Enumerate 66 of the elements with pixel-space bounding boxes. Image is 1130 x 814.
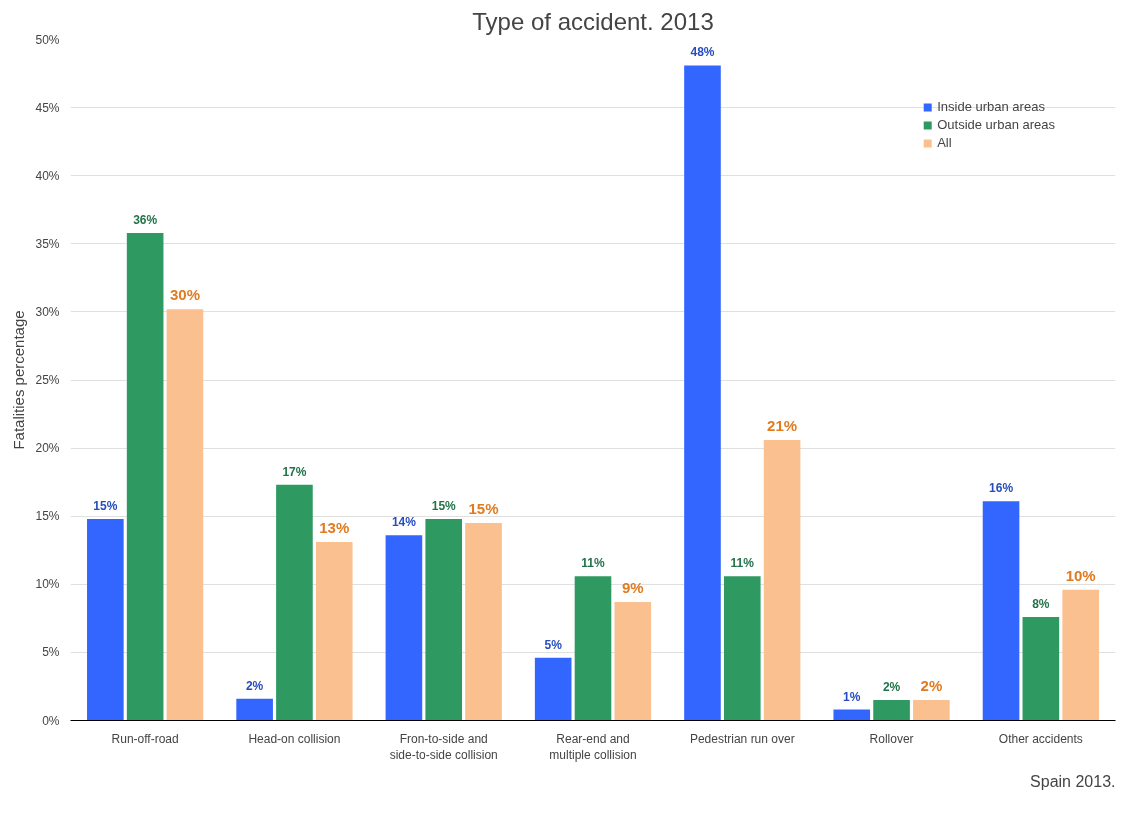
y-tick-label: 35%	[35, 236, 60, 251]
x-tick-label: Head-on collision	[248, 731, 341, 746]
data-label: 13%	[319, 519, 350, 537]
bar	[126, 232, 164, 721]
bar	[534, 657, 572, 721]
y-tick-label: 40%	[35, 168, 60, 183]
bar	[166, 309, 204, 721]
data-label: 17%	[282, 464, 307, 479]
y-axis-title: Fatalities percentage	[10, 310, 28, 450]
y-tick-label: 0%	[42, 713, 60, 728]
data-label: 15%	[93, 498, 118, 513]
y-tick-label: 20%	[35, 441, 60, 456]
data-label: 8%	[1032, 596, 1050, 611]
bar	[276, 484, 313, 721]
data-label: 15%	[468, 500, 499, 518]
x-tick-label: Run-off-road	[111, 731, 179, 746]
bar	[315, 542, 353, 721]
data-label: 30%	[169, 286, 200, 304]
bar	[873, 700, 910, 721]
legend-label: Outside urban areas	[937, 117, 1055, 132]
data-label: 48%	[690, 45, 715, 60]
bar	[982, 501, 1020, 721]
bar	[723, 576, 761, 721]
x-tick-label: Rear-end and multiple collision	[549, 731, 637, 763]
data-label: 36%	[133, 212, 158, 227]
x-tick-label: Rollover	[869, 731, 914, 746]
data-label: 16%	[989, 481, 1014, 496]
bar	[913, 700, 950, 721]
bar	[574, 576, 612, 721]
y-tick-label: 5%	[42, 645, 60, 660]
data-label: 11%	[581, 556, 606, 571]
data-label: 2%	[245, 678, 264, 693]
data-label: 10%	[1065, 566, 1096, 584]
bar	[614, 602, 652, 721]
data-label: 5%	[544, 637, 563, 652]
legend-label: Inside urban areas	[937, 99, 1045, 114]
bar	[1062, 589, 1099, 721]
y-tick-label: 10%	[35, 577, 60, 592]
data-label: 1%	[843, 689, 861, 704]
x-tick-label: Pedestrian run over	[689, 731, 795, 746]
bar	[763, 439, 801, 721]
legend-label: All	[937, 135, 953, 150]
data-label: 11%	[730, 556, 755, 571]
bar	[684, 65, 721, 721]
x-tick-label: Fron-to-side and side-to-side collision	[389, 731, 498, 763]
y-tick-label: 25%	[35, 373, 60, 387]
y-tick-label: 50%	[35, 32, 60, 47]
data-label: 14%	[391, 515, 417, 530]
bar	[236, 698, 273, 721]
data-label: 15%	[431, 498, 457, 513]
chart-title: Type of accident. 2013	[472, 7, 714, 35]
y-tick-label: 30%	[35, 304, 60, 319]
data-label: 2%	[920, 677, 943, 695]
bar	[87, 518, 124, 721]
y-tick-label: 15%	[35, 509, 60, 524]
bar	[385, 535, 423, 721]
data-label: 2%	[882, 680, 901, 695]
bar	[425, 518, 463, 721]
y-tick-label: 45%	[35, 100, 60, 115]
bar	[833, 709, 871, 721]
data-label: 9%	[621, 579, 644, 597]
x-tick-label: Other accidents	[998, 731, 1083, 746]
text: Spain 2013.	[1030, 772, 1116, 790]
bar	[465, 523, 502, 721]
data-label: 21%	[767, 416, 798, 434]
bar	[1022, 616, 1060, 721]
